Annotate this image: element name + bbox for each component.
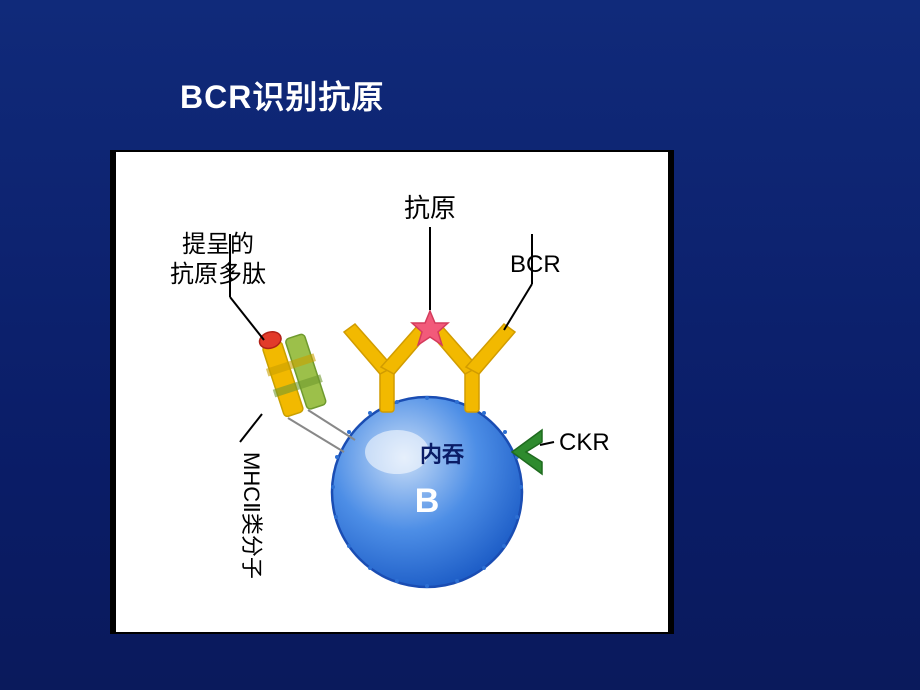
endocytosis-label: 内吞 xyxy=(420,442,464,467)
leader-peptide xyxy=(230,297,264,340)
slide-title: BCR识别抗原 xyxy=(180,72,384,118)
frame-left xyxy=(112,152,116,632)
diagram-svg: B 内吞 xyxy=(112,152,672,632)
diagram-panel: B 内吞 xyxy=(110,150,674,634)
b-cell-label: B xyxy=(415,482,440,520)
slide: BCR识别抗原 xyxy=(0,0,920,690)
label-peptide-line1: 提呈的 xyxy=(182,231,254,258)
label-ckr: CKR xyxy=(559,429,610,456)
label-bcr: BCR xyxy=(510,251,561,278)
mhc2-anchor1 xyxy=(288,418,344,452)
label-peptide-line2: 抗原多肽 xyxy=(170,261,266,288)
mhc2-molecule xyxy=(255,321,329,418)
leader-bcr xyxy=(504,284,532,330)
leader-mhc2 xyxy=(240,414,262,442)
svg-text:MHCⅡ类分子: MHCⅡ类分子 xyxy=(239,452,264,579)
label-antigen: 抗原 xyxy=(404,193,456,223)
frame-right xyxy=(668,152,672,632)
label-mhc2: MHCⅡ类分子 xyxy=(239,452,264,579)
